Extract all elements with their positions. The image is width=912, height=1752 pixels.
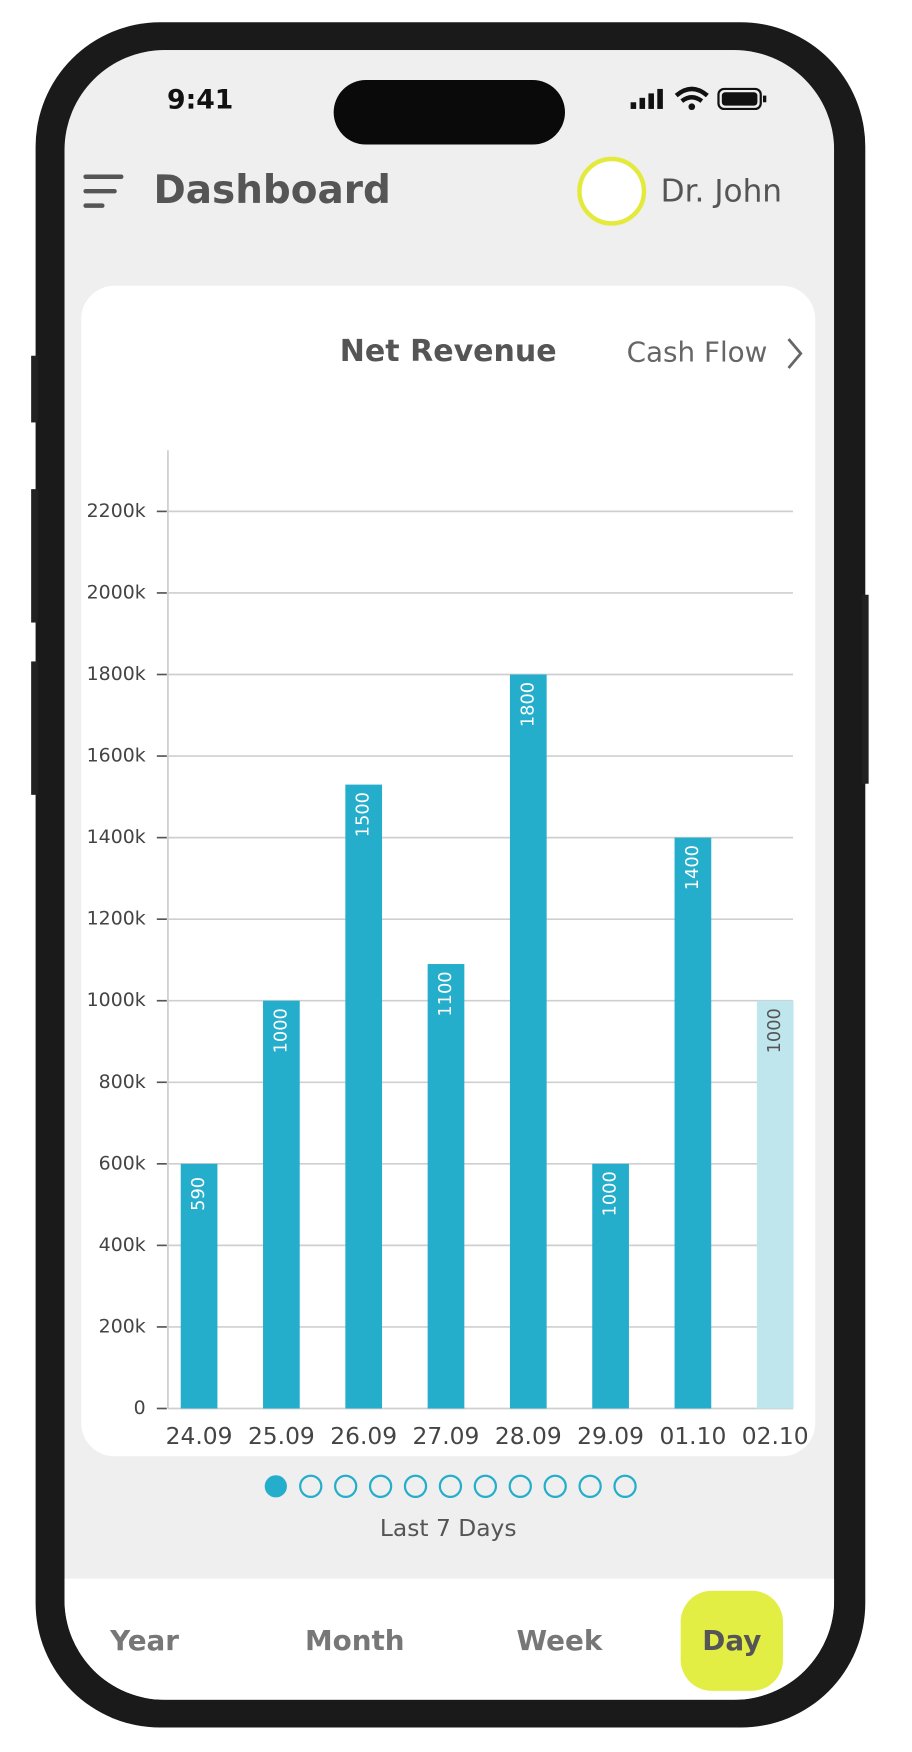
x-tick-label: 01.10 xyxy=(659,1422,726,1450)
y-tick-label: 0 xyxy=(134,1397,146,1419)
pager-dot[interactable] xyxy=(438,1474,463,1498)
side-button xyxy=(31,661,38,795)
bar xyxy=(345,784,383,1409)
x-tick-label: 26.09 xyxy=(330,1422,397,1450)
x-tick-label: 24.09 xyxy=(166,1422,233,1450)
dynamic-island xyxy=(333,80,565,145)
bar-label: 1500 xyxy=(353,792,374,837)
pager-dot[interactable] xyxy=(264,1475,287,1498)
status-icons xyxy=(630,86,767,111)
active-tab-bg xyxy=(680,1590,783,1691)
pager xyxy=(264,1474,637,1498)
side-button xyxy=(31,355,38,423)
bar-label: 1000 xyxy=(270,1008,291,1053)
bar xyxy=(180,1163,218,1409)
y-tick-label: 600k xyxy=(99,1152,146,1174)
y-tick-label: 1200k xyxy=(87,908,146,930)
side-button xyxy=(31,489,38,623)
tab[interactable]: Month xyxy=(305,1624,405,1657)
pager-caption: Last 7 Days xyxy=(380,1514,517,1542)
y-tick-label: 2000k xyxy=(87,581,146,603)
user-name[interactable]: Dr. John xyxy=(661,173,782,209)
bar-label: 1400 xyxy=(682,845,703,890)
menu-button[interactable] xyxy=(83,174,124,208)
bar xyxy=(427,964,465,1409)
avatar[interactable] xyxy=(577,156,647,226)
bar-label: 1800 xyxy=(517,682,538,727)
tab[interactable]: Week xyxy=(517,1624,603,1657)
x-tick-label: 02.10 xyxy=(742,1422,809,1450)
y-tick-label: 2200k xyxy=(87,500,146,522)
page-title: Dashboard xyxy=(153,168,390,213)
y-tick-label: 1000k xyxy=(87,989,146,1011)
tab[interactable]: Day xyxy=(702,1624,761,1657)
y-tick-label: 200k xyxy=(99,1315,146,1337)
y-tick-label: 1800k xyxy=(87,663,146,685)
pager-dot[interactable] xyxy=(333,1474,358,1498)
pager-dot[interactable] xyxy=(578,1474,602,1498)
pager-dot[interactable] xyxy=(403,1474,428,1498)
pager-dot[interactable] xyxy=(508,1474,532,1498)
tab[interactable]: Year xyxy=(109,1624,179,1657)
y-tick-label: 800k xyxy=(99,1071,146,1093)
bar-label: 590 xyxy=(188,1177,209,1211)
y-tick-label: 400k xyxy=(99,1234,146,1256)
status-time: 9:41 xyxy=(167,85,233,116)
y-tick-label: 1400k xyxy=(87,826,146,848)
bar xyxy=(674,837,712,1409)
pager-dot[interactable] xyxy=(299,1474,323,1498)
bar-label: 1000 xyxy=(600,1171,621,1216)
pager-dot[interactable] xyxy=(473,1474,498,1498)
bar xyxy=(509,674,547,1409)
cash-flow-link[interactable]: Cash Flow xyxy=(627,336,768,369)
pager-dot[interactable] xyxy=(613,1474,637,1498)
chart-title: Net Revenue xyxy=(340,334,557,369)
bar-label: 1100 xyxy=(435,971,456,1016)
x-tick-label: 29.09 xyxy=(577,1422,644,1450)
bar xyxy=(592,1163,629,1409)
bar xyxy=(756,1000,794,1409)
y-tick-label: 1600k xyxy=(87,745,146,767)
bar xyxy=(263,1000,300,1409)
x-tick-label: 28.09 xyxy=(495,1422,562,1450)
chevron[interactable] xyxy=(787,338,803,369)
side-button xyxy=(861,594,869,784)
pager-dot[interactable] xyxy=(543,1474,567,1498)
x-tick-label: 27.09 xyxy=(413,1422,480,1450)
x-tick-label: 25.09 xyxy=(248,1422,315,1450)
bar-label: 1000 xyxy=(764,1008,785,1053)
pager-dot[interactable] xyxy=(368,1474,393,1498)
